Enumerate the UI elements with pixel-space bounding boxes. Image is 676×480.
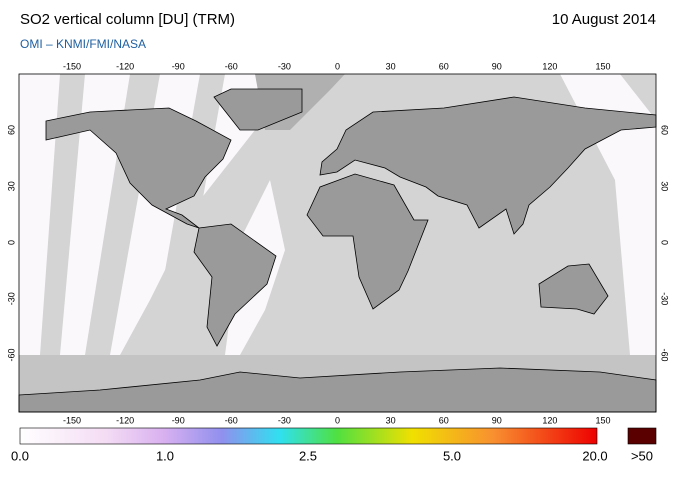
lon-tick-label: -90 [172,61,185,71]
colorbar-overflow [627,427,657,445]
lon-tick-label: -90 [172,415,185,425]
map [18,73,657,413]
lat-tick-label: -60 [6,348,16,361]
colorbar-label: 1.0 [156,448,174,463]
title: SO2 vertical column [DU] (TRM) [20,11,235,28]
credit: OMI – KNMI/FMI/NASA [20,37,146,51]
map-frame [18,73,657,413]
africa [306,173,429,310]
lon-tick-label: 90 [492,61,502,71]
lon-tick-label: 150 [595,415,610,425]
lat-tick-label: 60 [6,125,16,135]
swath [40,74,85,355]
swath [560,74,656,355]
lat-tick-label: 30 [660,181,670,191]
lat-tick-label: 30 [6,181,16,191]
lon-tick-label: -120 [116,61,134,71]
lat-tick-label: -30 [6,292,16,305]
lon-tick-label: -60 [225,415,238,425]
lon-tick-label: -60 [225,61,238,71]
lon-tick-label: 60 [439,415,449,425]
lon-tick-label: 120 [542,61,557,71]
lon-tick-label: -30 [278,415,291,425]
lon-tick-label: 120 [542,415,557,425]
lat-tick-label: 0 [6,240,16,245]
lon-tick-label: 90 [492,415,502,425]
colorbar-label: 5.0 [443,448,461,463]
lon-tick-label: 150 [595,61,610,71]
lon-tick-label: 30 [386,61,396,71]
land [18,88,657,413]
north-america [45,107,232,229]
eurasia [319,96,657,235]
lat-tick-label: 0 [660,240,670,245]
lon-tick-label: -150 [63,61,81,71]
lon-tick-label: -150 [63,415,81,425]
date: 10 August 2014 [552,11,656,28]
swath [19,74,300,355]
colorbar-label: 2.5 [299,448,317,463]
lon-tick-label: 30 [386,415,396,425]
lat-tick-label: -60 [660,348,670,361]
colorbar-label: 0.0 [11,448,29,463]
australia [538,263,609,315]
lat-tick-label: 60 [660,125,670,135]
lon-tick-label: 60 [439,61,449,71]
lon-tick-label: -30 [278,61,291,71]
lon-tick-label: -120 [116,415,134,425]
greenland [213,88,303,131]
lon-tick-label: 0 [335,415,340,425]
colorbar-label: >50 [631,448,653,463]
colorbar-label: 20.0 [582,448,607,463]
colorbar [19,427,598,445]
lat-tick-label: -30 [660,292,670,305]
lon-tick-label: 0 [335,61,340,71]
south-america [193,223,277,347]
